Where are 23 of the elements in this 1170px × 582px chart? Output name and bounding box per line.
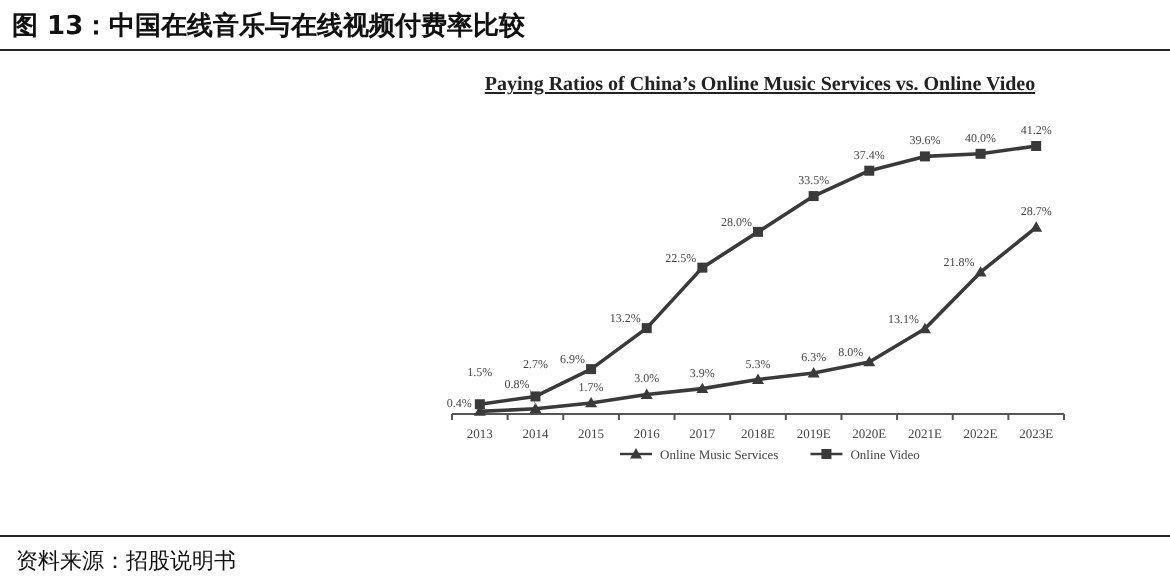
point (807, 367, 820, 378)
point (530, 391, 541, 402)
point (529, 402, 542, 414)
point (586, 364, 597, 375)
point (808, 191, 819, 202)
point (641, 323, 652, 334)
text: 资料来源：招股说明书 (16, 548, 236, 574)
point (1031, 141, 1042, 151)
point (975, 148, 986, 159)
subtitle: Paying Ratios of China’s Online Music Services vs. Online Video (484, 74, 1036, 96)
point (919, 151, 930, 162)
point (974, 266, 987, 277)
point (474, 399, 485, 410)
point (640, 388, 653, 399)
point (1030, 221, 1043, 232)
point (864, 165, 875, 176)
point (752, 373, 764, 384)
point (696, 382, 709, 394)
point (585, 396, 598, 408)
point (863, 355, 876, 367)
point (753, 226, 763, 237)
point (697, 262, 708, 273)
title: 图 13：中国在线音乐与在线视频付费率比较 (12, 12, 526, 42)
